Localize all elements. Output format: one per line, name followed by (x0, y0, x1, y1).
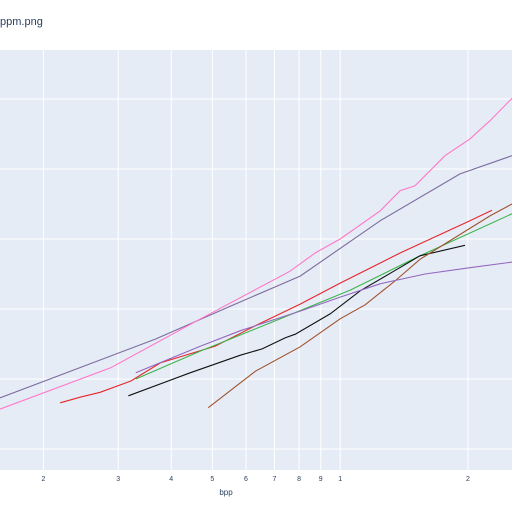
line (207, 203, 512, 409)
line (60, 209, 493, 404)
x-tick-label: 7 (272, 476, 276, 483)
line (0, 155, 512, 399)
x-axis-title: bpp (219, 488, 233, 497)
x-tick-label: 1 (338, 476, 342, 483)
x-tick-label: 4 (169, 476, 173, 483)
x-tick-label: 2 (42, 476, 46, 483)
line (0, 97, 512, 410)
x-tick-label: 8 (297, 476, 301, 483)
line (135, 261, 512, 374)
plot-area (0, 50, 512, 470)
chart-title: ppm.png (0, 16, 43, 28)
line (128, 244, 466, 397)
line (135, 213, 512, 380)
x-tick-label: 3 (116, 476, 120, 483)
x-tick-label: 9 (319, 476, 323, 483)
x-tick-label: 5 (210, 476, 214, 483)
x-tick-label: 2 (466, 476, 470, 483)
x-tick-label: 6 (244, 476, 248, 483)
